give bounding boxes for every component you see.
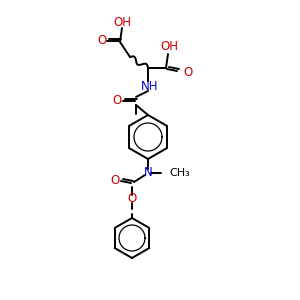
Text: OH: OH xyxy=(113,16,131,28)
Text: N: N xyxy=(144,167,152,179)
Text: O: O xyxy=(183,65,192,79)
Text: O: O xyxy=(112,94,122,106)
Text: O: O xyxy=(110,173,120,187)
Text: O: O xyxy=(98,34,106,46)
Text: O: O xyxy=(128,193,136,206)
Text: NH: NH xyxy=(141,80,159,92)
Text: OH: OH xyxy=(160,40,178,53)
Text: CH₃: CH₃ xyxy=(169,168,190,178)
